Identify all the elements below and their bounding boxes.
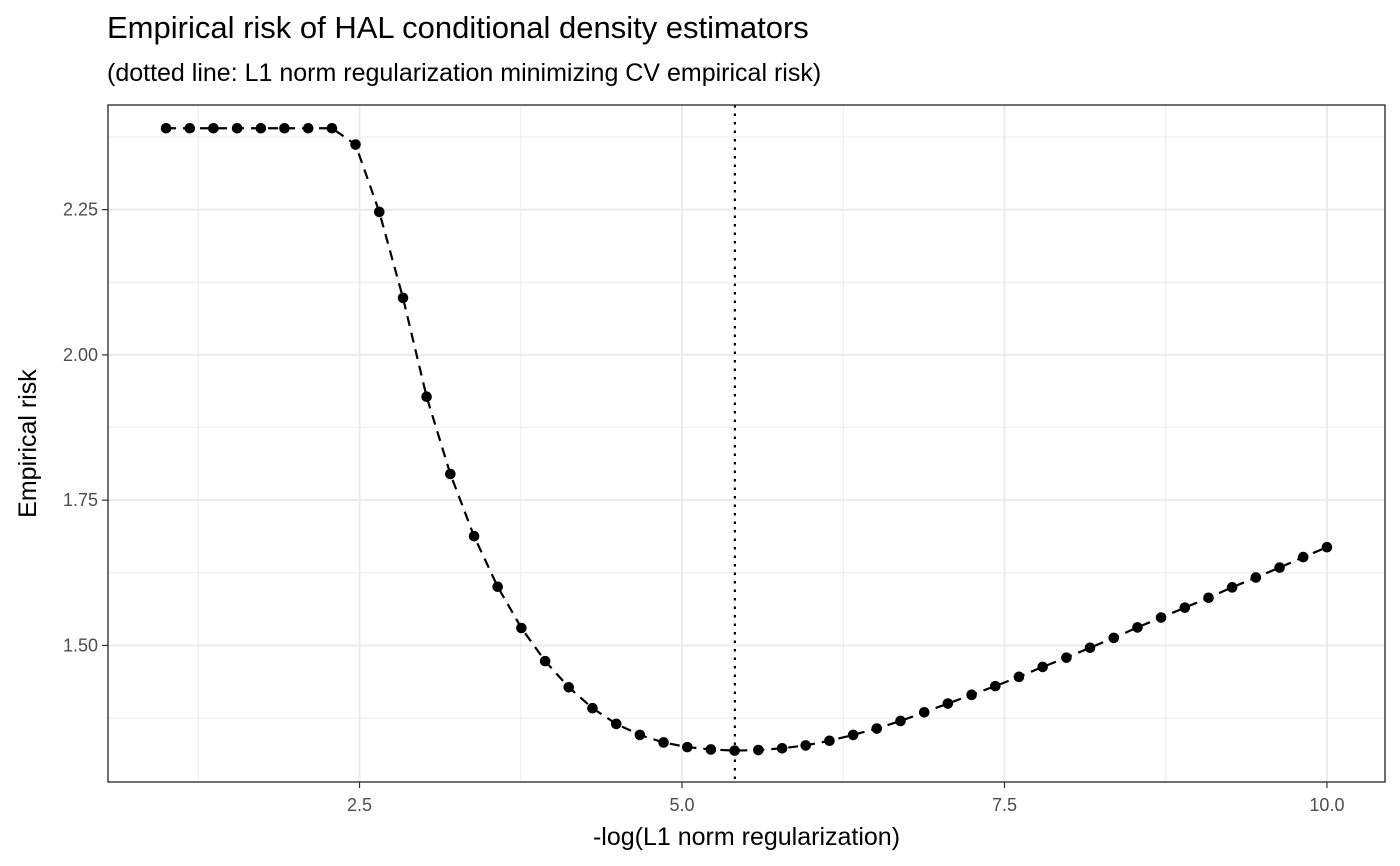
data-point bbox=[918, 706, 930, 718]
data-point bbox=[373, 206, 385, 218]
data-point bbox=[1274, 562, 1285, 573]
axis-ticks: 2.5 5.0 7.5 10.0 1.50 1.75 2.00 2.25 bbox=[63, 200, 1345, 815]
data-point bbox=[824, 735, 835, 747]
data-point bbox=[468, 530, 480, 542]
x-axis-title: -log(L1 norm regularization) bbox=[593, 823, 900, 851]
data-point bbox=[445, 468, 456, 480]
data-point bbox=[326, 122, 338, 134]
data-point bbox=[160, 122, 172, 134]
data-point bbox=[1061, 652, 1072, 663]
data-point bbox=[800, 740, 812, 751]
data-point bbox=[1203, 592, 1214, 604]
y-tick-label: 1.50 bbox=[63, 635, 98, 655]
x-tick-label: 5.0 bbox=[669, 795, 694, 815]
data-point bbox=[1250, 572, 1262, 583]
data-point bbox=[255, 122, 267, 134]
data-point bbox=[705, 744, 717, 755]
data-point bbox=[966, 689, 977, 701]
data-point bbox=[895, 715, 906, 727]
y-axis-title: Empirical risk bbox=[14, 369, 42, 518]
data-point bbox=[1179, 602, 1191, 613]
data-point bbox=[563, 681, 575, 693]
data-point bbox=[753, 744, 764, 756]
data-point bbox=[587, 702, 598, 714]
data-point bbox=[1084, 642, 1096, 654]
data-point bbox=[397, 292, 409, 304]
grid-lines bbox=[108, 105, 1385, 782]
data-point bbox=[990, 680, 1001, 692]
data-point bbox=[492, 581, 503, 593]
y-tick-label: 1.75 bbox=[63, 490, 98, 510]
data-point bbox=[421, 391, 432, 403]
data-point bbox=[776, 742, 788, 754]
series-line bbox=[166, 127, 1328, 752]
x-tick-label: 7.5 bbox=[992, 795, 1017, 815]
data-point bbox=[1297, 551, 1309, 563]
data-point bbox=[208, 122, 219, 134]
data-point bbox=[729, 745, 740, 756]
data-point bbox=[1132, 622, 1143, 633]
data-point bbox=[1155, 612, 1167, 623]
data-point bbox=[942, 698, 954, 709]
data-point bbox=[539, 655, 551, 667]
data-point bbox=[350, 139, 361, 150]
x-tick-label: 10.0 bbox=[1309, 795, 1344, 815]
panel-border bbox=[107, 104, 1386, 783]
data-point bbox=[610, 718, 622, 730]
data-point bbox=[1226, 582, 1238, 593]
data-point bbox=[231, 122, 243, 134]
data-point bbox=[1321, 541, 1333, 553]
y-tick-label: 2.00 bbox=[63, 345, 98, 365]
chart-subtitle: (dotted line: L1 norm regularization min… bbox=[107, 59, 822, 87]
data-point bbox=[1013, 671, 1025, 683]
y-tick-label: 2.25 bbox=[63, 200, 98, 220]
data-point bbox=[516, 622, 527, 634]
data-point bbox=[658, 737, 669, 748]
data-point bbox=[184, 122, 196, 134]
data-point bbox=[302, 122, 314, 134]
series-points bbox=[160, 122, 1333, 756]
data-point bbox=[279, 122, 290, 134]
chart-title: Empirical risk of HAL conditional densit… bbox=[107, 10, 809, 45]
data-point bbox=[847, 729, 859, 741]
data-point bbox=[634, 729, 646, 741]
data-point bbox=[1108, 632, 1120, 644]
data-point bbox=[681, 741, 693, 753]
data-point bbox=[1037, 661, 1048, 673]
data-point bbox=[871, 723, 883, 734]
x-tick-label: 2.5 bbox=[347, 795, 372, 815]
